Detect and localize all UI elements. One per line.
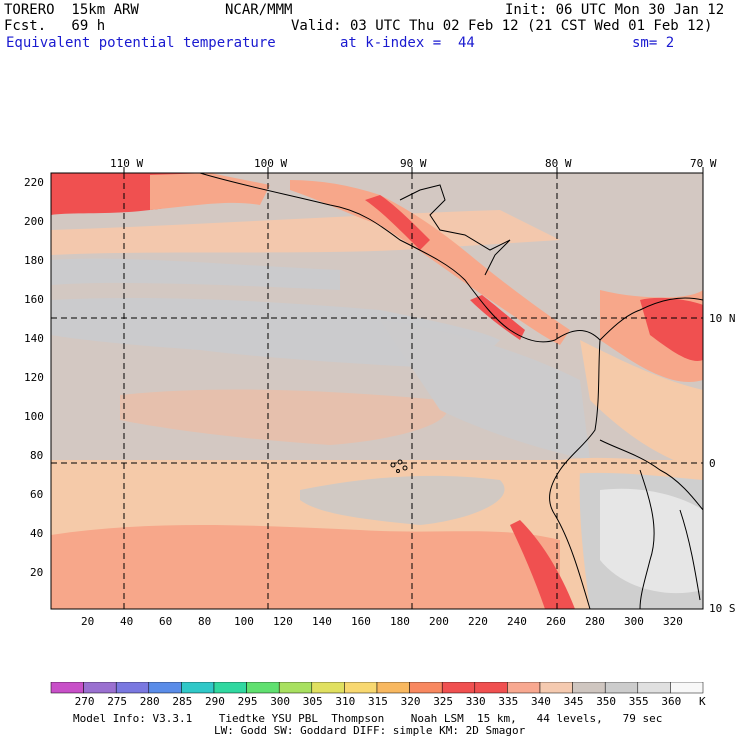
- colorbar-swatch: [115, 682, 150, 694]
- right-axis-label: 10 N: [709, 312, 736, 325]
- bottom-axis-label: 160: [351, 615, 371, 628]
- left-axis-label: 140: [24, 332, 44, 345]
- bottom-axis-label: 220: [468, 615, 488, 628]
- colorbar: [50, 682, 704, 694]
- forecast-hour: Fcst. 69 h: [4, 18, 106, 34]
- left-axis-label: 200: [24, 215, 44, 228]
- bottom-axis-label: 260: [546, 615, 566, 628]
- colorbar-swatch: [637, 682, 671, 694]
- right-axis-label: 10 S: [709, 602, 736, 615]
- colorbar-swatch: [83, 682, 117, 694]
- left-axis-label: 60: [30, 488, 44, 501]
- bottom-axis-label: 20: [81, 615, 95, 628]
- bottom-axis-label: 320: [663, 615, 683, 628]
- left-axis-label: 180: [24, 254, 44, 267]
- colorbar-swatch: [604, 682, 639, 694]
- tick-marks: [123, 167, 704, 173]
- colorbar-label: 280: [139, 695, 160, 708]
- left-axis-label: 100: [24, 410, 44, 423]
- bottom-axis-label: 80: [198, 615, 212, 628]
- colorbar-label: 270: [74, 695, 95, 708]
- center-name: NCAR/MMM: [225, 2, 293, 18]
- colorbar-label: 355: [628, 695, 649, 708]
- colorbar-swatch: [507, 682, 541, 694]
- theta-e-field: [51, 173, 703, 609]
- colorbar-label: 350: [596, 695, 617, 708]
- colorbar-label: 315: [368, 695, 388, 708]
- plot-frame: [50, 172, 704, 610]
- model-info-line2: LW: Godd SW: Goddard DIFF: simple KM: 2D…: [214, 724, 526, 737]
- bottom-axis-label: 300: [624, 615, 644, 628]
- left-axis-label: 120: [24, 371, 44, 384]
- bottom-axis-label: 280: [585, 615, 605, 628]
- bottom-axis-label: 240: [507, 615, 527, 628]
- valid-time: Valid: 03 UTC Thu 02 Feb 12 (21 CST Wed …: [291, 18, 713, 34]
- colorbar-label: 275: [107, 695, 128, 708]
- colorbar-swatch: [278, 682, 313, 694]
- colorbar-swatch: [572, 682, 606, 694]
- colorbar-label: 330: [465, 695, 486, 708]
- colorbar-swatch: [246, 682, 280, 694]
- bottom-axis-label: 40: [120, 615, 134, 628]
- bottom-axis-label: 120: [273, 615, 293, 628]
- bottom-axis-label: 60: [159, 615, 173, 628]
- colorbar-label: 340: [531, 695, 551, 708]
- top-axis-label: 110 W: [110, 157, 144, 170]
- colorbar-label: 290: [205, 695, 225, 708]
- colorbar-label: 300: [270, 695, 291, 708]
- bottom-axis-label: 140: [312, 615, 332, 628]
- right-axis-label: 0: [709, 457, 716, 470]
- colorbar-label: 335: [498, 695, 519, 708]
- bottom-axis-label: 100: [234, 615, 254, 628]
- left-axis-label: 160: [24, 293, 44, 306]
- bottom-axis-label: 200: [429, 615, 449, 628]
- model-name: TORERO 15km ARW: [4, 2, 139, 18]
- colorbar-swatch: [474, 682, 508, 694]
- top-axis-label: 90 W: [400, 157, 427, 170]
- top-axis-label: 80 W: [545, 157, 572, 170]
- colorbar-swatch: [213, 682, 247, 694]
- left-axis-label: 220: [24, 176, 44, 189]
- colorbar-swatch: [539, 682, 573, 694]
- smoothing-info: sm= 2: [632, 35, 675, 51]
- colorbar-swatch: [376, 682, 410, 694]
- colorbar-label: K: [699, 695, 706, 708]
- colorbar-label: 310: [335, 695, 356, 708]
- init-time: Init: 06 UTC Mon 30 Jan 12: [505, 2, 725, 18]
- colorbar-label: 320: [400, 695, 421, 708]
- colorbar-swatch: [311, 682, 345, 694]
- colorbar-swatch: [181, 682, 215, 694]
- colorbar-label: 285: [172, 695, 193, 708]
- bottom-axis-label: 180: [390, 615, 410, 628]
- colorbar-swatch: [670, 682, 704, 694]
- top-axis-label: 70 W: [690, 157, 717, 170]
- left-axis-label: 80: [30, 449, 44, 462]
- colorbar-swatch: [409, 682, 443, 694]
- colorbar-swatch: [441, 682, 476, 694]
- colorbar-swatch: [50, 682, 84, 694]
- colorbar-label: 345: [563, 695, 584, 708]
- colorbar-swatch: [344, 682, 378, 694]
- coastlines: [199, 173, 703, 609]
- colorbar-swatch: [148, 682, 182, 694]
- field-name: Equivalent potential temperature: [6, 35, 276, 51]
- colorbar-label: 325: [433, 695, 454, 708]
- level-info: at k-index = 44: [340, 35, 475, 51]
- colorbar-label: 295: [237, 695, 258, 708]
- left-axis-label: 40: [30, 527, 44, 540]
- colorbar-label: 360: [661, 695, 682, 708]
- colorbar-label: 305: [302, 695, 323, 708]
- left-axis-label: 20: [30, 566, 44, 579]
- galapagos-islands: [390, 459, 408, 473]
- model-info-line1: Model Info: V3.3.1 Tiedtke YSU PBL Thomp…: [73, 712, 663, 725]
- top-axis-label: 100 W: [254, 157, 288, 170]
